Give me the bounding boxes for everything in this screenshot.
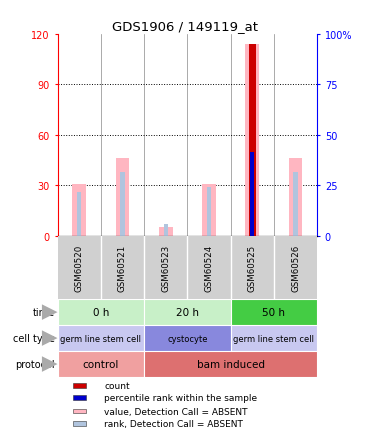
Bar: [231, 299, 317, 326]
Bar: [207, 187, 211, 236]
Bar: [289, 159, 302, 236]
Bar: [293, 172, 298, 236]
Bar: [115, 159, 129, 236]
Bar: [73, 408, 86, 414]
Text: percentile rank within the sample: percentile rank within the sample: [104, 394, 257, 402]
Text: cystocyte: cystocyte: [167, 334, 208, 343]
Text: protocol: protocol: [15, 359, 55, 369]
Polygon shape: [42, 331, 58, 346]
Text: count: count: [104, 381, 130, 390]
Bar: [144, 326, 231, 351]
Text: GSM60521: GSM60521: [118, 244, 127, 291]
Text: rank, Detection Call = ABSENT: rank, Detection Call = ABSENT: [104, 419, 243, 428]
Bar: [72, 184, 86, 236]
Bar: [58, 326, 144, 351]
Polygon shape: [42, 305, 58, 320]
Bar: [245, 45, 259, 236]
Bar: [202, 184, 216, 236]
Bar: [73, 395, 86, 401]
Bar: [250, 152, 255, 236]
Text: GSM60526: GSM60526: [291, 244, 300, 291]
Bar: [249, 45, 256, 236]
Text: germ line stem cell: germ line stem cell: [60, 334, 141, 343]
Bar: [144, 351, 317, 377]
Text: GSM60524: GSM60524: [204, 244, 213, 291]
Bar: [58, 299, 144, 326]
Text: 50 h: 50 h: [262, 307, 285, 317]
Polygon shape: [42, 356, 58, 372]
Text: GSM60523: GSM60523: [161, 244, 170, 291]
Text: cell type: cell type: [13, 333, 55, 343]
Text: control: control: [83, 359, 119, 369]
Bar: [144, 299, 231, 326]
Text: 0 h: 0 h: [93, 307, 109, 317]
Bar: [58, 351, 144, 377]
Bar: [159, 228, 173, 236]
Text: bam induced: bam induced: [197, 359, 265, 369]
Text: GSM60520: GSM60520: [75, 244, 83, 291]
Bar: [73, 383, 86, 388]
Bar: [73, 421, 86, 426]
Text: 20 h: 20 h: [176, 307, 199, 317]
Text: GSM60525: GSM60525: [248, 244, 257, 291]
Bar: [164, 224, 168, 236]
Text: germ line stem cell: germ line stem cell: [233, 334, 314, 343]
Text: value, Detection Call = ABSENT: value, Detection Call = ABSENT: [104, 407, 248, 415]
Bar: [77, 193, 81, 236]
Bar: [250, 152, 255, 236]
Text: GDS1906 / 149119_at: GDS1906 / 149119_at: [112, 20, 259, 33]
Bar: [231, 326, 317, 351]
Bar: [120, 172, 125, 236]
Text: time: time: [33, 307, 55, 317]
